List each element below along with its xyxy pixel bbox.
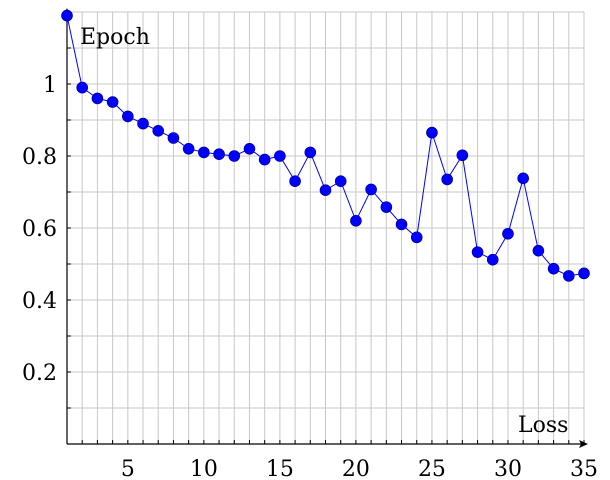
y-tick-label: 1 <box>43 73 57 98</box>
data-point <box>502 227 514 240</box>
y-tick-label: 0.8 <box>22 145 57 170</box>
data-point <box>213 148 225 160</box>
x-tick-label: 35 <box>570 457 598 480</box>
data-point <box>456 149 469 162</box>
data-point <box>258 153 271 166</box>
data-point <box>395 218 408 231</box>
data-point <box>182 143 195 155</box>
x-tick-label: 5 <box>121 457 135 480</box>
data-point <box>426 126 438 139</box>
data-point <box>517 172 529 185</box>
y-tick-label: 0.4 <box>22 289 57 314</box>
x-tick-label: 20 <box>342 457 370 480</box>
series <box>61 9 590 282</box>
data-point <box>152 125 165 137</box>
data-point <box>167 132 180 144</box>
data-point <box>76 81 89 94</box>
x-tick-label: 30 <box>494 457 522 480</box>
grid <box>67 11 585 444</box>
data-point <box>547 262 560 275</box>
x-tick-label: 25 <box>418 457 446 480</box>
data-point <box>578 267 590 280</box>
data-point <box>319 184 332 196</box>
data-point <box>61 9 73 22</box>
ticks: 5 10 15 20 25 30 35 0.2 0.4 0.6 0.8 1 <box>22 47 598 480</box>
data-point <box>228 150 241 162</box>
data-point <box>334 175 347 187</box>
data-point <box>289 175 301 187</box>
data-point <box>91 92 104 105</box>
y-tick-label: 0.6 <box>22 217 57 242</box>
data-point <box>198 146 210 159</box>
x-tick-label: 15 <box>266 457 294 480</box>
data-point <box>304 146 317 159</box>
data-point <box>243 143 256 155</box>
x-tick-label: 10 <box>190 457 218 480</box>
data-point <box>365 183 377 196</box>
data-point <box>274 150 286 162</box>
data-point <box>562 270 575 282</box>
data-point <box>471 246 484 258</box>
data-point <box>122 110 134 123</box>
y-tick-label: 0.2 <box>22 361 57 386</box>
x-axis-label: Loss <box>518 413 568 438</box>
data-point <box>106 96 119 108</box>
data-point <box>441 173 453 186</box>
data-point <box>380 201 393 213</box>
y-axis-label: Epoch <box>80 25 150 50</box>
data-point <box>137 117 149 130</box>
data-point <box>410 231 423 244</box>
data-point <box>532 244 545 257</box>
data-point <box>350 215 362 227</box>
data-point <box>486 253 499 266</box>
